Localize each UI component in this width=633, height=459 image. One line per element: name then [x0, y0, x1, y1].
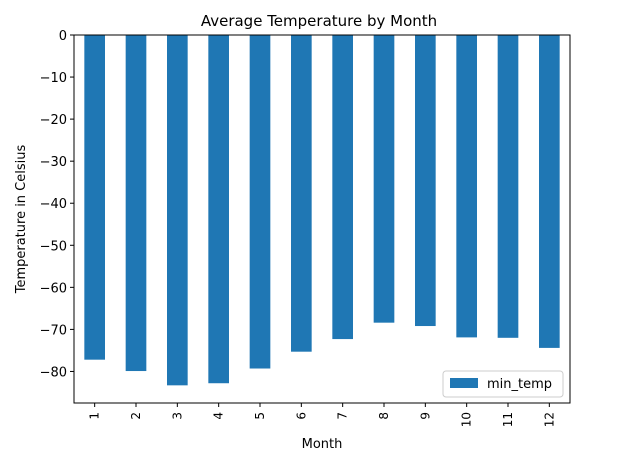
legend-swatch [450, 378, 478, 388]
x-tick-label: 6 [294, 412, 308, 420]
bar-month-4 [208, 35, 229, 384]
y-tick-label: −40 [40, 197, 67, 212]
y-tick-label: −70 [40, 323, 67, 338]
bar-month-11 [497, 35, 519, 338]
chart-title: Average Temperature by Month [201, 12, 437, 30]
bar-month-6 [291, 35, 312, 352]
y-tick-label: −30 [40, 155, 67, 170]
y-tick-label: −20 [40, 113, 67, 128]
legend: min_temp [442, 370, 564, 398]
x-tick-label: 10 [460, 412, 474, 427]
bar-month-9 [415, 35, 436, 327]
y-axis: 0 −10 −20 −30 −40 −50 −60 −70 −80 [40, 29, 74, 380]
x-tick-label: 4 [212, 412, 226, 420]
bar-month-7 [332, 35, 353, 340]
bars-layer [84, 35, 560, 386]
bar-month-2 [125, 35, 147, 372]
bar-month-10 [456, 35, 477, 338]
x-tick-label: 5 [253, 412, 267, 420]
x-tick-label: 1 [88, 412, 102, 420]
bar-month-5 [249, 35, 271, 369]
plot-frame [73, 34, 571, 404]
y-tick-label: −80 [40, 365, 67, 380]
x-tick-label: 7 [336, 412, 350, 420]
x-tick-label: 12 [542, 412, 556, 427]
bar-month-12 [539, 35, 560, 348]
x-axis-label: Month [302, 437, 343, 452]
y-tick-label: −50 [40, 239, 67, 254]
x-tick-label: 9 [418, 412, 432, 420]
legend-box [442, 370, 564, 398]
bar-month-1 [84, 35, 105, 360]
bar-month-8 [373, 35, 395, 323]
y-axis-label: Temperature in Celsius [14, 145, 29, 295]
bar-month-3 [167, 35, 188, 386]
y-tick-label: −10 [40, 71, 67, 86]
x-tick-label: 3 [170, 412, 184, 420]
x-tick-label: 2 [129, 412, 143, 420]
y-tick-label: −60 [40, 281, 67, 296]
y-tick-label: 0 [59, 29, 67, 44]
x-tick-label: 11 [501, 412, 515, 427]
legend-label: min_temp [487, 377, 552, 392]
x-tick-label: 8 [377, 412, 391, 420]
x-axis: 1 2 3 4 5 6 7 8 9 10 11 12 [88, 403, 556, 427]
